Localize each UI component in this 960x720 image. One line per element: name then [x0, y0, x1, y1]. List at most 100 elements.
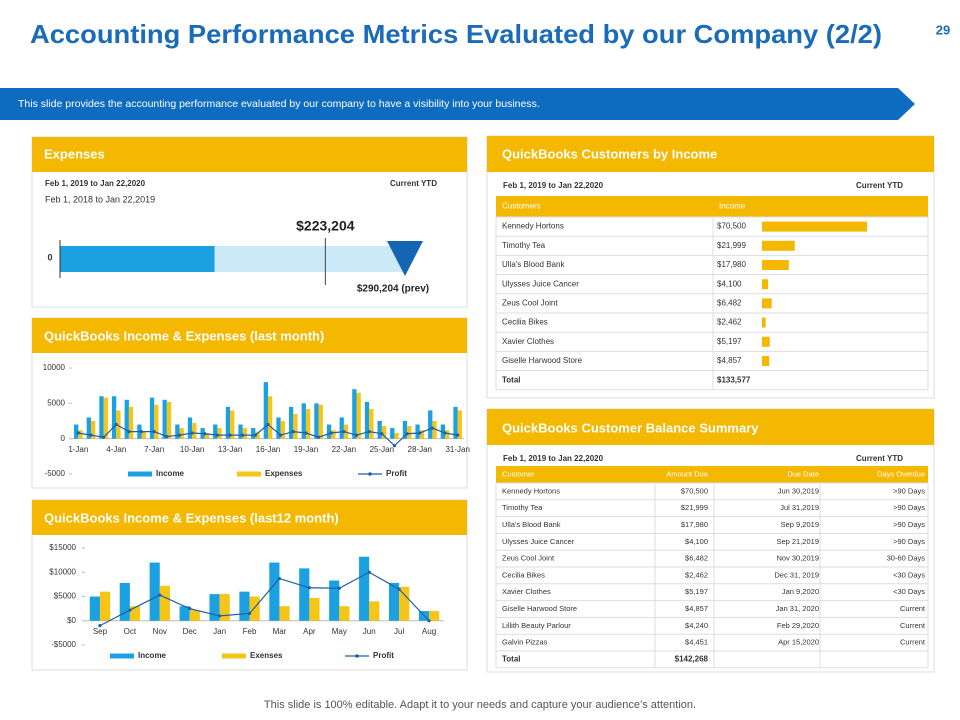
bar [352, 389, 357, 439]
cell: $6,482 [717, 299, 742, 308]
x-tick-label: Oct [124, 627, 137, 636]
panel-title: QuickBooks Customers by Income [502, 146, 717, 161]
bar [453, 406, 458, 439]
cell: Jun 30,2019 [778, 486, 819, 495]
bar [86, 417, 91, 439]
column-header: Amount Due [666, 469, 708, 478]
panel [486, 135, 935, 399]
bar [445, 430, 450, 439]
cell: Giselle Harwood Store [502, 604, 577, 613]
bar [124, 399, 129, 439]
legend-label: Profit [386, 469, 407, 478]
bar [166, 401, 172, 439]
bar [217, 428, 222, 439]
point [228, 433, 232, 437]
cell: <30 Days [893, 587, 925, 596]
bar [149, 397, 155, 439]
footer: This slide is 100% editable. Adapt it to… [264, 699, 696, 711]
cell: Apr 15,2020 [778, 638, 819, 647]
bar [269, 562, 280, 621]
point [98, 624, 102, 628]
x-tick-label: 31-Jan [445, 445, 469, 454]
point [241, 433, 245, 437]
column-header: Income [719, 202, 746, 211]
bar [402, 421, 408, 439]
bar [179, 606, 190, 621]
column-header: Customers [502, 202, 541, 211]
point [367, 570, 371, 574]
point [253, 433, 257, 437]
panel-title: QuickBooks Customer Balance Summary [502, 420, 759, 435]
legend-label: Income [138, 651, 167, 660]
point [418, 431, 422, 435]
cell: >90 Days [893, 537, 925, 546]
bar [192, 423, 197, 439]
bar [187, 417, 193, 439]
bar [154, 404, 159, 439]
bar [339, 606, 350, 621]
cell: $2,462 [685, 570, 708, 579]
period: Feb 1, 2019 to Jan 22,2020 [503, 454, 604, 463]
previous-label: $290,204 (prev) [357, 284, 429, 295]
bar [359, 556, 370, 621]
bar [314, 403, 319, 439]
cell: $5,197 [717, 337, 742, 346]
point [152, 430, 156, 434]
point [266, 422, 270, 427]
x-tick-label: 4-Jan [106, 445, 126, 454]
point [307, 586, 311, 590]
legend-swatch [237, 471, 261, 477]
point [188, 607, 192, 611]
income-bar [762, 279, 769, 290]
income-bar [762, 317, 766, 328]
cell: $17,980 [681, 520, 708, 529]
cell: Ulysses Juice Cancer [502, 279, 579, 288]
point [190, 431, 194, 435]
period-label: Current YTD [856, 181, 903, 190]
cell: $4,857 [685, 604, 708, 613]
income-bar [762, 298, 772, 309]
period: Feb 1, 2019 to Jan 22,2020 [45, 179, 146, 188]
total-value: $142,268 [675, 655, 709, 664]
bar [99, 591, 111, 621]
point [177, 433, 182, 437]
total-value: $133,577 [717, 375, 751, 384]
bar [99, 396, 104, 439]
point [354, 433, 359, 437]
bar [326, 424, 332, 439]
point [430, 426, 434, 430]
x-tick-label: Aug [422, 627, 436, 636]
bar [280, 421, 285, 439]
cell: <30 Days [893, 570, 925, 579]
cell: $70,500 [717, 222, 746, 231]
legend-label: Exenses [250, 651, 283, 660]
point [218, 614, 222, 618]
bar [179, 428, 184, 439]
bar [149, 562, 160, 621]
cell: Kennedy Hortons [502, 222, 564, 231]
panel-header [32, 318, 467, 353]
bar [209, 594, 220, 621]
y-tick-label: $0 [67, 616, 76, 625]
point [367, 430, 371, 434]
panel-header [32, 137, 467, 172]
legend-swatch [368, 472, 372, 476]
total-label: Total [502, 375, 521, 384]
point [304, 431, 308, 435]
panel-title: QuickBooks Income & Expenses (last12 mon… [44, 510, 339, 525]
bar [415, 424, 420, 439]
legend-label: Expenses [265, 469, 303, 478]
bar [251, 428, 256, 439]
bar [175, 424, 180, 439]
bar [162, 399, 167, 439]
bar [204, 433, 210, 439]
cell: Jan 9,2020 [782, 587, 819, 596]
period-label: Current YTD [390, 179, 437, 188]
bar [369, 408, 374, 439]
legend-swatch [355, 654, 359, 658]
cell: $5,197 [685, 587, 708, 596]
point [329, 431, 333, 435]
panel-title: QuickBooks Income & Expenses (last month… [44, 328, 324, 343]
bar [381, 425, 387, 439]
